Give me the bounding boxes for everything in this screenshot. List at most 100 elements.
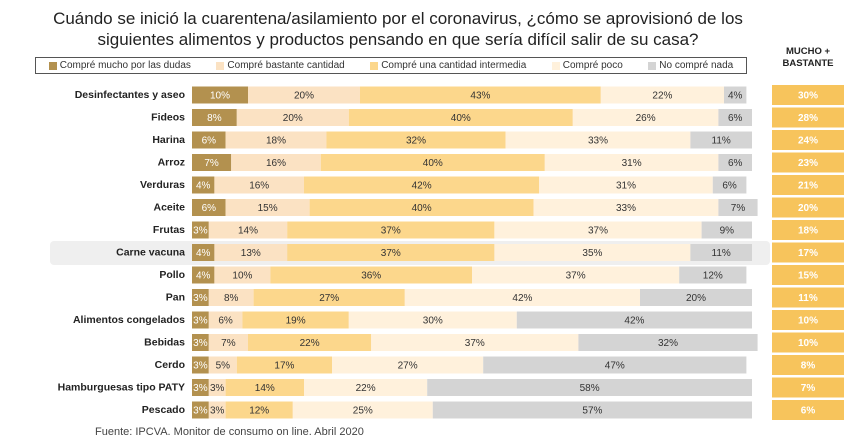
- value-label: 19%: [286, 316, 306, 327]
- bar-segment: [701, 221, 752, 239]
- value-label: 40%: [412, 203, 432, 214]
- legend-label: Compré una cantidad intermedia: [381, 60, 527, 71]
- category-label: Arroz: [158, 156, 185, 168]
- bar-segment: [432, 401, 752, 419]
- bar-segment: [225, 131, 327, 149]
- total-label: 20%: [798, 203, 818, 214]
- total-cell: [772, 377, 844, 398]
- value-label: 37%: [381, 248, 401, 259]
- total-label: 10%: [798, 316, 818, 327]
- value-label: 43%: [470, 91, 490, 102]
- value-label: 36%: [361, 271, 381, 282]
- value-label: 35%: [582, 248, 602, 259]
- total-cell: [772, 107, 844, 128]
- bar-segment: [192, 401, 209, 419]
- value-label: 32%: [406, 136, 426, 147]
- value-label: 8%: [224, 293, 239, 304]
- legend-item: No compré nada: [648, 60, 733, 71]
- total-cell: [772, 130, 844, 150]
- legend-swatch: [370, 61, 379, 70]
- bar-segment: [242, 311, 349, 329]
- value-label: 11%: [712, 136, 731, 147]
- bar-segment: [231, 154, 321, 171]
- total-label: 18%: [798, 226, 818, 237]
- bar-segment: [348, 109, 573, 126]
- bar-segment: [248, 334, 372, 351]
- bar-segment: [404, 289, 640, 306]
- bar-segment: [225, 199, 310, 216]
- value-label: 37%: [588, 226, 608, 237]
- bar-segment: [718, 109, 752, 126]
- value-label: 42%: [512, 293, 532, 304]
- legend-item: Compré una cantidad intermedia: [370, 60, 526, 71]
- total-label: 24%: [798, 136, 818, 147]
- total-cell: [772, 265, 844, 285]
- legend-label: Compré mucho por las dudas: [59, 60, 191, 71]
- bar-segment: [192, 86, 248, 104]
- bar-segment: [253, 289, 405, 306]
- value-label: 7%: [221, 338, 236, 349]
- value-label: 18%: [266, 136, 286, 147]
- bar-segment: [225, 401, 293, 419]
- value-label: 6%: [722, 181, 737, 192]
- value-label: 3%: [210, 406, 225, 417]
- bar-segment: [192, 131, 226, 149]
- bar-segment: [427, 379, 752, 396]
- value-label: 3%: [193, 406, 208, 417]
- bar-segment: [208, 356, 237, 374]
- value-label: 32%: [658, 338, 678, 349]
- bar-segment: [472, 266, 680, 284]
- legend-label: Compré poco: [562, 60, 623, 71]
- source-note: Fuente: IPCVA. Monitor de consumo on lin…: [95, 426, 364, 438]
- category-label: Fideos: [151, 111, 185, 123]
- bar-segment: [236, 356, 332, 374]
- total-label: 28%: [798, 113, 818, 124]
- category-label: Verduras: [140, 179, 185, 191]
- bar-segment: [208, 379, 226, 396]
- bar-segment: [192, 266, 215, 284]
- total-cell: [772, 242, 844, 263]
- value-label: 37%: [381, 226, 401, 237]
- value-label: 31%: [616, 181, 636, 192]
- value-label: 12%: [703, 271, 723, 282]
- total-cell: [772, 197, 844, 218]
- bar-segment: [192, 379, 209, 396]
- bar-segment: [270, 266, 472, 284]
- bar-segment: [483, 356, 747, 374]
- category-label: Hamburguesas tipo PATY: [58, 381, 185, 393]
- bar-segment: [214, 176, 304, 194]
- bar-segment: [360, 86, 601, 104]
- value-label: 16%: [266, 158, 286, 169]
- value-label: 12%: [249, 406, 269, 417]
- category-label: Desinfectantes y aseo: [75, 89, 185, 101]
- value-label: 20%: [294, 91, 314, 102]
- total-cell: [772, 355, 844, 375]
- bar-segment: [640, 289, 752, 306]
- bar-segment: [192, 221, 209, 239]
- total-cell: [772, 175, 844, 195]
- value-label: 3%: [193, 338, 208, 349]
- value-label: 3%: [193, 361, 208, 372]
- bar-segment: [724, 86, 747, 104]
- value-label: 58%: [580, 383, 600, 394]
- value-label: 6%: [202, 203, 217, 214]
- value-label: 22%: [300, 338, 320, 349]
- bar-segment: [544, 154, 719, 171]
- legend-label: No compré nada: [659, 60, 734, 71]
- bar-segment: [292, 401, 433, 419]
- total-label: 30%: [798, 91, 818, 102]
- legend-label: Compré bastante cantidad: [227, 60, 345, 71]
- value-label: 9%: [720, 226, 735, 237]
- value-label: 27%: [398, 361, 418, 372]
- bar-segment: [690, 131, 752, 149]
- bar-segment: [718, 154, 752, 171]
- bar-segment: [494, 244, 691, 261]
- legend-item: Compré mucho por las dudas: [48, 60, 191, 71]
- bar-segment: [208, 334, 248, 351]
- bar-segment: [304, 379, 428, 396]
- total-label: 21%: [798, 181, 818, 192]
- value-label: 6%: [728, 158, 743, 169]
- bar-segment: [712, 176, 747, 194]
- legend-swatch: [648, 61, 657, 70]
